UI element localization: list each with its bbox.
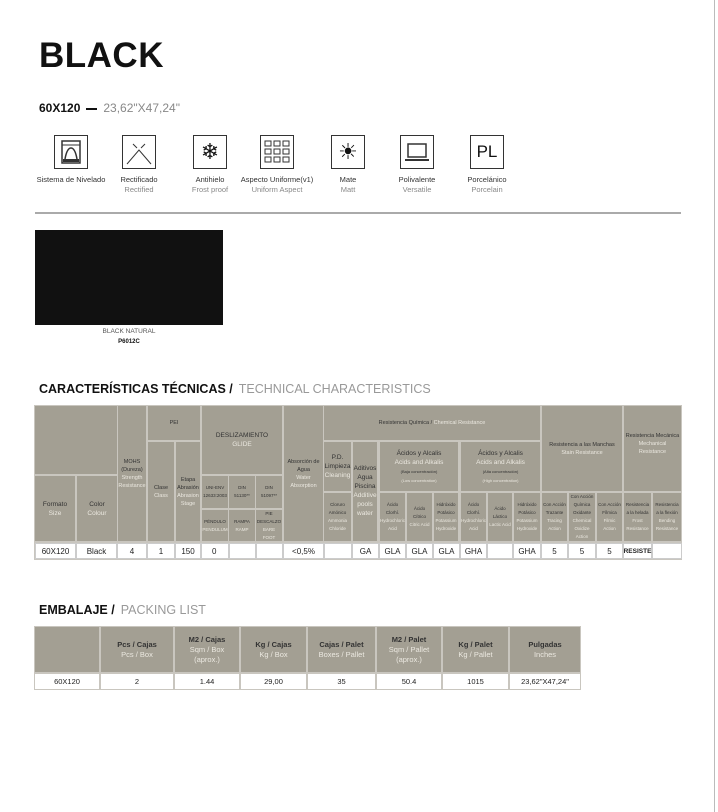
grid-icon [260, 135, 294, 169]
size-metric: 60X120 [39, 101, 81, 115]
cell: RESISTE [623, 543, 652, 559]
feature-label: Mate Matt [339, 175, 357, 194]
packing-cell: 23,62"X47,24" [510, 674, 580, 689]
cell [229, 543, 256, 559]
feature-label: Rectificado Rectified [120, 175, 158, 194]
cell [652, 543, 682, 559]
header-acids-high: Ácidos y Alcalis Acids and Alkalis (Alta c… [461, 442, 540, 491]
header-din51097: DIN 51097** [256, 476, 282, 508]
blank-header [35, 406, 117, 474]
color-swatch [35, 230, 223, 325]
header-pie-descalzo: PIE DESCALZO BARE FOOT [256, 510, 282, 541]
rectified-icon [122, 135, 156, 169]
feature-label: Porcelánico Porcelain [467, 175, 507, 194]
header-acid: Ácido Clorhí. Hydrochloric Acid [461, 493, 486, 541]
cell: 0 [201, 543, 229, 559]
cell: 60X120 [35, 543, 76, 559]
feature-label: Sistema de Nivelado [36, 175, 106, 184]
header-mech-sub: Resistencia a la flexión Bending Resistan… [653, 493, 681, 541]
header-stain: Resistencia a las Manchas Stain Resistanc… [542, 406, 622, 491]
tech-heading: CARACTERÍSTICAS TÉCNICAS / TECHNICAL CHAR… [39, 382, 431, 396]
packing-cell: 1015 [443, 674, 508, 689]
header-stain-sub: Con Acción Trazante Tracing Action [542, 493, 567, 541]
divider [35, 212, 681, 214]
pl-icon: PL [470, 135, 504, 169]
cell: GHA [460, 543, 487, 559]
feature-label: Aspecto Uniforme(v1) Uniform Aspect [240, 175, 314, 194]
dash [86, 107, 98, 110]
header-chemical: Resistencia Química / Chemical Resistanc… [324, 406, 540, 440]
cell: 1 [147, 543, 175, 559]
header-din51130: DIN 51130** [229, 476, 255, 508]
snowflake-icon: ❄ [193, 135, 227, 169]
sun-icon: ☀ [331, 135, 365, 169]
header-acid: Hidróxido Potásico Potassium Hydroxide [514, 493, 540, 541]
cell: 5 [568, 543, 596, 559]
header-cloruro: Cloruro Amónico Ammonia Chloride [324, 493, 351, 541]
cell [487, 543, 513, 559]
header-clase: Clase Class [148, 442, 174, 541]
cell [324, 543, 352, 559]
header-acid: Ácido Clorhí. Hydrochloric Acid [380, 493, 405, 541]
header-deslizamiento: DESLIZAMIENTO GLIDE [202, 406, 282, 474]
packing-cell: 50.4 [377, 674, 441, 689]
header-acids-low: Ácidos y Alcalis Acids and Alkalis (Baja c… [380, 442, 458, 491]
header-uni: UNI-ENV 12633:2003 [202, 476, 228, 508]
laptop-icon [400, 135, 434, 169]
header-stain-sub: Con Acción Fílmica Filmic Action [597, 493, 622, 541]
cell: Black [76, 543, 117, 559]
packing-header: M2 / Cajas Sqm / Box (aprox.) [175, 627, 239, 672]
packing-header: Pulgadas Inches [510, 627, 580, 672]
cell: GLA [379, 543, 406, 559]
cell: 5 [596, 543, 623, 559]
cell: 4 [117, 543, 147, 559]
packing-cell: 60X120 [35, 674, 99, 689]
cell: <0,5% [283, 543, 324, 559]
header-stain-sub: Con Acción Química Oxidante Chemical Oxid… [569, 493, 595, 541]
packing-cell: 35 [308, 674, 375, 689]
page-edge [714, 0, 715, 812]
packing-header: Cajas / Palet Boxes / Pallet [308, 627, 375, 672]
cell: GLA [433, 543, 460, 559]
header-mechanical: Resistencia Mecánica Mechanical Resistanc… [624, 406, 681, 491]
header-acid: Ácido Láctico Lactic Acid [488, 493, 512, 541]
size-inches: 23,62"X47,24" [103, 101, 180, 115]
cell: 5 [541, 543, 568, 559]
header-pei: PEI [148, 406, 200, 440]
feature-label: Antihielo Frost proof [191, 175, 229, 194]
packing-cell: 29,00 [241, 674, 306, 689]
swatch-code: P6012C [118, 339, 140, 345]
packing-heading: EMBALAJE / PACKING LIST [39, 603, 206, 617]
packing-cell: 2 [101, 674, 173, 689]
header-etapa: Etapa Abrasión Abrasion Stage [176, 442, 200, 541]
header-acid: Hidróxido Potásico Potassium Hydroxide [434, 493, 458, 541]
packing-header: Kg / Cajas Kg / Box [241, 627, 306, 672]
header-mech-sub: Resistencia a la helada Frost Resistance [624, 493, 651, 541]
swatch-name: BLACK NATURAL [102, 328, 156, 335]
cell: 150 [175, 543, 201, 559]
product-title: BLACK [39, 36, 164, 75]
size-line: 60X120 23,62"X47,24" [39, 101, 180, 115]
header-aditivos: Aditivos Agua Piscina Additive pools wate… [353, 442, 377, 541]
header-acid: Ácido Cítrico Citric Acid [407, 493, 432, 541]
packing-header [35, 627, 99, 672]
cell: GHA [513, 543, 541, 559]
header-color: Color Colour [77, 476, 117, 541]
leveling-system-icon [54, 135, 88, 169]
header-pd-limpieza: P.D. Limpieza Cleaning [324, 442, 351, 491]
header-rampa: RAMPA RAMP [229, 510, 255, 541]
packing-cell: 1.44 [175, 674, 239, 689]
header-absorcion: Absorción de Agua Water Absorption [284, 406, 323, 541]
header-formato: Formato Size [35, 476, 75, 541]
header-mohs: MOHS (Dureza) Strength Resistance [118, 406, 146, 541]
packing-header: M2 / Palet Sqm / Pallet (aprox.) [377, 627, 441, 672]
cell: GA [352, 543, 379, 559]
cell: GLA [406, 543, 433, 559]
packing-header: Kg / Palet Kg / Pallet [443, 627, 508, 672]
cell [256, 543, 283, 559]
header-pendulo: PÉNDULO PENDULUM [202, 510, 228, 541]
packing-header: Pcs / Cajas Pcs / Box [101, 627, 173, 672]
feature-label: Polivalente Versatile [398, 175, 436, 194]
